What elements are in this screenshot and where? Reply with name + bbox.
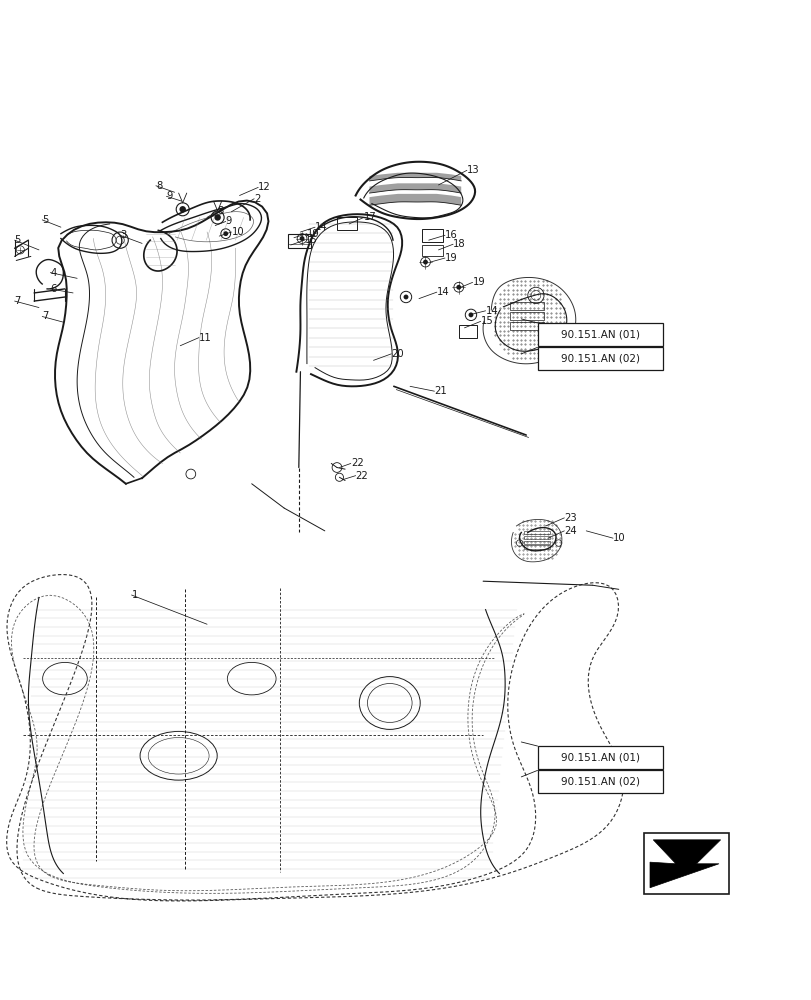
Bar xyxy=(509,302,543,310)
Bar xyxy=(537,746,663,769)
Text: 3: 3 xyxy=(120,230,127,240)
Polygon shape xyxy=(369,194,461,205)
Bar xyxy=(642,833,727,894)
Polygon shape xyxy=(369,173,461,181)
Bar xyxy=(537,323,663,346)
Text: 20: 20 xyxy=(391,349,404,359)
Text: 23: 23 xyxy=(564,513,577,523)
Text: 17: 17 xyxy=(363,212,376,222)
Text: 21: 21 xyxy=(434,386,447,396)
Text: 24: 24 xyxy=(564,526,577,536)
Bar xyxy=(288,234,311,248)
Polygon shape xyxy=(369,183,461,193)
Text: 14: 14 xyxy=(436,287,449,297)
Text: 9: 9 xyxy=(225,216,232,226)
Text: 7: 7 xyxy=(42,311,49,321)
Text: 19: 19 xyxy=(472,277,485,287)
Text: 18: 18 xyxy=(453,239,466,249)
Circle shape xyxy=(223,231,228,236)
Text: 19: 19 xyxy=(307,229,320,239)
Text: 16: 16 xyxy=(444,230,457,240)
Polygon shape xyxy=(649,840,719,888)
Text: 2: 2 xyxy=(254,194,260,204)
Text: 90.151.AN (02): 90.151.AN (02) xyxy=(560,777,639,787)
Bar xyxy=(523,545,549,549)
Circle shape xyxy=(423,260,427,265)
Bar xyxy=(422,245,442,256)
Text: 7: 7 xyxy=(15,296,21,306)
Circle shape xyxy=(403,295,408,299)
Text: 22: 22 xyxy=(355,471,368,481)
Text: 90.151.AN (01): 90.151.AN (01) xyxy=(560,329,639,339)
Bar xyxy=(523,541,549,544)
Text: 8: 8 xyxy=(156,181,162,191)
Bar xyxy=(509,312,543,320)
Circle shape xyxy=(179,206,186,213)
Text: 8: 8 xyxy=(217,206,224,216)
Text: 15: 15 xyxy=(304,235,317,245)
Text: 12: 12 xyxy=(258,182,271,192)
Text: 15: 15 xyxy=(480,316,493,326)
Text: 9: 9 xyxy=(166,191,173,201)
Text: 90.151.AN (02): 90.151.AN (02) xyxy=(560,354,639,364)
Bar xyxy=(422,229,442,242)
Text: 4: 4 xyxy=(50,268,57,278)
Bar xyxy=(509,322,543,330)
Circle shape xyxy=(468,312,473,317)
Circle shape xyxy=(456,285,461,290)
Text: 11: 11 xyxy=(199,333,212,343)
Text: 5: 5 xyxy=(15,235,21,245)
Bar xyxy=(458,325,476,338)
Bar xyxy=(523,536,549,539)
Text: 5: 5 xyxy=(42,215,49,225)
Bar xyxy=(337,217,357,230)
Text: 14: 14 xyxy=(315,222,328,232)
Text: 6: 6 xyxy=(50,284,57,294)
Bar xyxy=(537,770,663,793)
Bar xyxy=(523,531,549,534)
Circle shape xyxy=(299,236,304,241)
Text: 10: 10 xyxy=(231,227,244,237)
Text: 1: 1 xyxy=(131,590,138,600)
Circle shape xyxy=(214,214,221,221)
Text: 22: 22 xyxy=(350,458,363,468)
Text: 90.151.AN (01): 90.151.AN (01) xyxy=(560,752,639,762)
Text: 14: 14 xyxy=(485,306,498,316)
Bar xyxy=(537,347,663,370)
Text: 10: 10 xyxy=(612,533,625,543)
Text: 13: 13 xyxy=(466,165,479,175)
Text: 19: 19 xyxy=(444,253,457,263)
